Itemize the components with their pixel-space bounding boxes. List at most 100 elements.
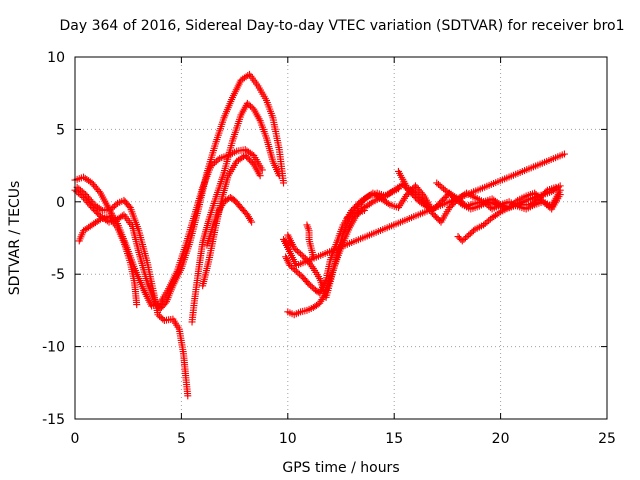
- y-tick-label: -10: [42, 340, 65, 356]
- data-point: [280, 235, 288, 243]
- data-point: [433, 179, 441, 187]
- data-point: [350, 208, 358, 216]
- y-tick-labels: -15 -10 -5 0 5 10: [42, 50, 65, 428]
- data-point: [495, 209, 503, 217]
- data-point: [247, 102, 255, 110]
- data-point: [543, 201, 551, 209]
- series-track-a: [71, 146, 266, 310]
- data-point: [445, 189, 453, 197]
- data-points: [71, 70, 568, 400]
- y-tick-label: 5: [56, 122, 65, 138]
- x-tick-label: 0: [71, 431, 80, 447]
- data-point: [436, 182, 444, 190]
- series-track-k: [303, 221, 317, 261]
- data-point: [154, 311, 162, 319]
- data-point: [288, 263, 296, 271]
- data-point: [109, 204, 117, 212]
- data-point: [212, 157, 220, 165]
- data-point: [78, 188, 86, 196]
- x-axis-label: GPS time / hours: [282, 460, 399, 476]
- data-point: [133, 301, 141, 309]
- chart-title: Day 364 of 2016, Sidereal Day-to-day VTE…: [59, 18, 624, 34]
- data-point: [308, 283, 316, 291]
- data-point: [159, 315, 167, 323]
- data-point: [281, 237, 289, 245]
- data-point: [97, 205, 105, 213]
- data-point: [214, 156, 222, 164]
- data-point: [283, 255, 291, 263]
- y-tick-label: 0: [56, 195, 65, 211]
- data-point: [280, 179, 288, 187]
- data-point: [300, 253, 308, 261]
- data-point: [286, 262, 294, 270]
- data-point: [95, 187, 103, 195]
- data-point: [546, 204, 554, 212]
- data-point: [466, 230, 474, 238]
- data-point: [457, 199, 465, 207]
- series-track-j: [284, 206, 368, 301]
- data-point: [485, 217, 493, 225]
- data-point: [256, 172, 264, 180]
- data-point: [468, 228, 476, 236]
- data-point: [245, 101, 253, 109]
- series-track-e: [188, 99, 283, 326]
- data-point: [293, 247, 301, 255]
- data-point: [80, 189, 88, 197]
- x-tick-label: 15: [385, 431, 403, 447]
- data-point: [461, 234, 469, 242]
- data-point: [305, 280, 313, 288]
- data-point: [463, 233, 471, 241]
- data-point: [112, 201, 120, 209]
- data-point: [446, 191, 454, 199]
- series-track-c: [73, 183, 192, 400]
- data-point: [243, 99, 251, 107]
- data-point: [438, 183, 446, 191]
- data-point: [282, 253, 290, 261]
- data-point: [483, 218, 491, 226]
- data-point: [347, 211, 355, 219]
- data-point: [75, 185, 83, 193]
- data-point: [292, 246, 300, 254]
- data-point: [77, 186, 85, 194]
- y-tick-label: -5: [51, 267, 65, 283]
- data-point: [542, 188, 550, 196]
- data-point: [469, 227, 477, 235]
- data-point: [441, 186, 449, 194]
- data-point: [303, 221, 311, 229]
- data-point: [556, 182, 564, 190]
- data-point: [458, 237, 466, 245]
- data-point: [156, 312, 164, 320]
- x-tick-label: 5: [177, 431, 186, 447]
- data-point: [289, 264, 297, 272]
- data-point: [248, 150, 256, 158]
- x-tick-label: 25: [598, 431, 616, 447]
- data-point: [481, 220, 489, 228]
- data-point: [345, 212, 353, 220]
- data-point: [448, 192, 456, 200]
- data-point: [485, 202, 493, 210]
- series-track-f: [199, 151, 264, 290]
- plot-frame: [74, 56, 608, 420]
- data-point: [384, 200, 392, 208]
- data-point: [290, 244, 298, 252]
- data-point: [297, 250, 305, 258]
- x-tick-label: 20: [492, 431, 510, 447]
- data-point: [284, 258, 292, 266]
- data-point: [244, 72, 252, 80]
- series-track-b: [71, 70, 288, 313]
- data-point: [343, 214, 351, 222]
- data-point: [295, 248, 303, 256]
- data-point: [308, 263, 316, 271]
- data-point: [125, 202, 133, 210]
- data-point: [544, 202, 552, 210]
- data-point: [394, 185, 402, 193]
- data-point: [541, 199, 549, 207]
- data-point: [211, 159, 219, 167]
- data-point: [283, 256, 291, 264]
- data-point: [460, 235, 468, 243]
- series-track-i: [284, 185, 402, 319]
- x-tick-label: 10: [279, 431, 297, 447]
- series-track-d: [75, 212, 141, 309]
- data-point: [286, 241, 294, 249]
